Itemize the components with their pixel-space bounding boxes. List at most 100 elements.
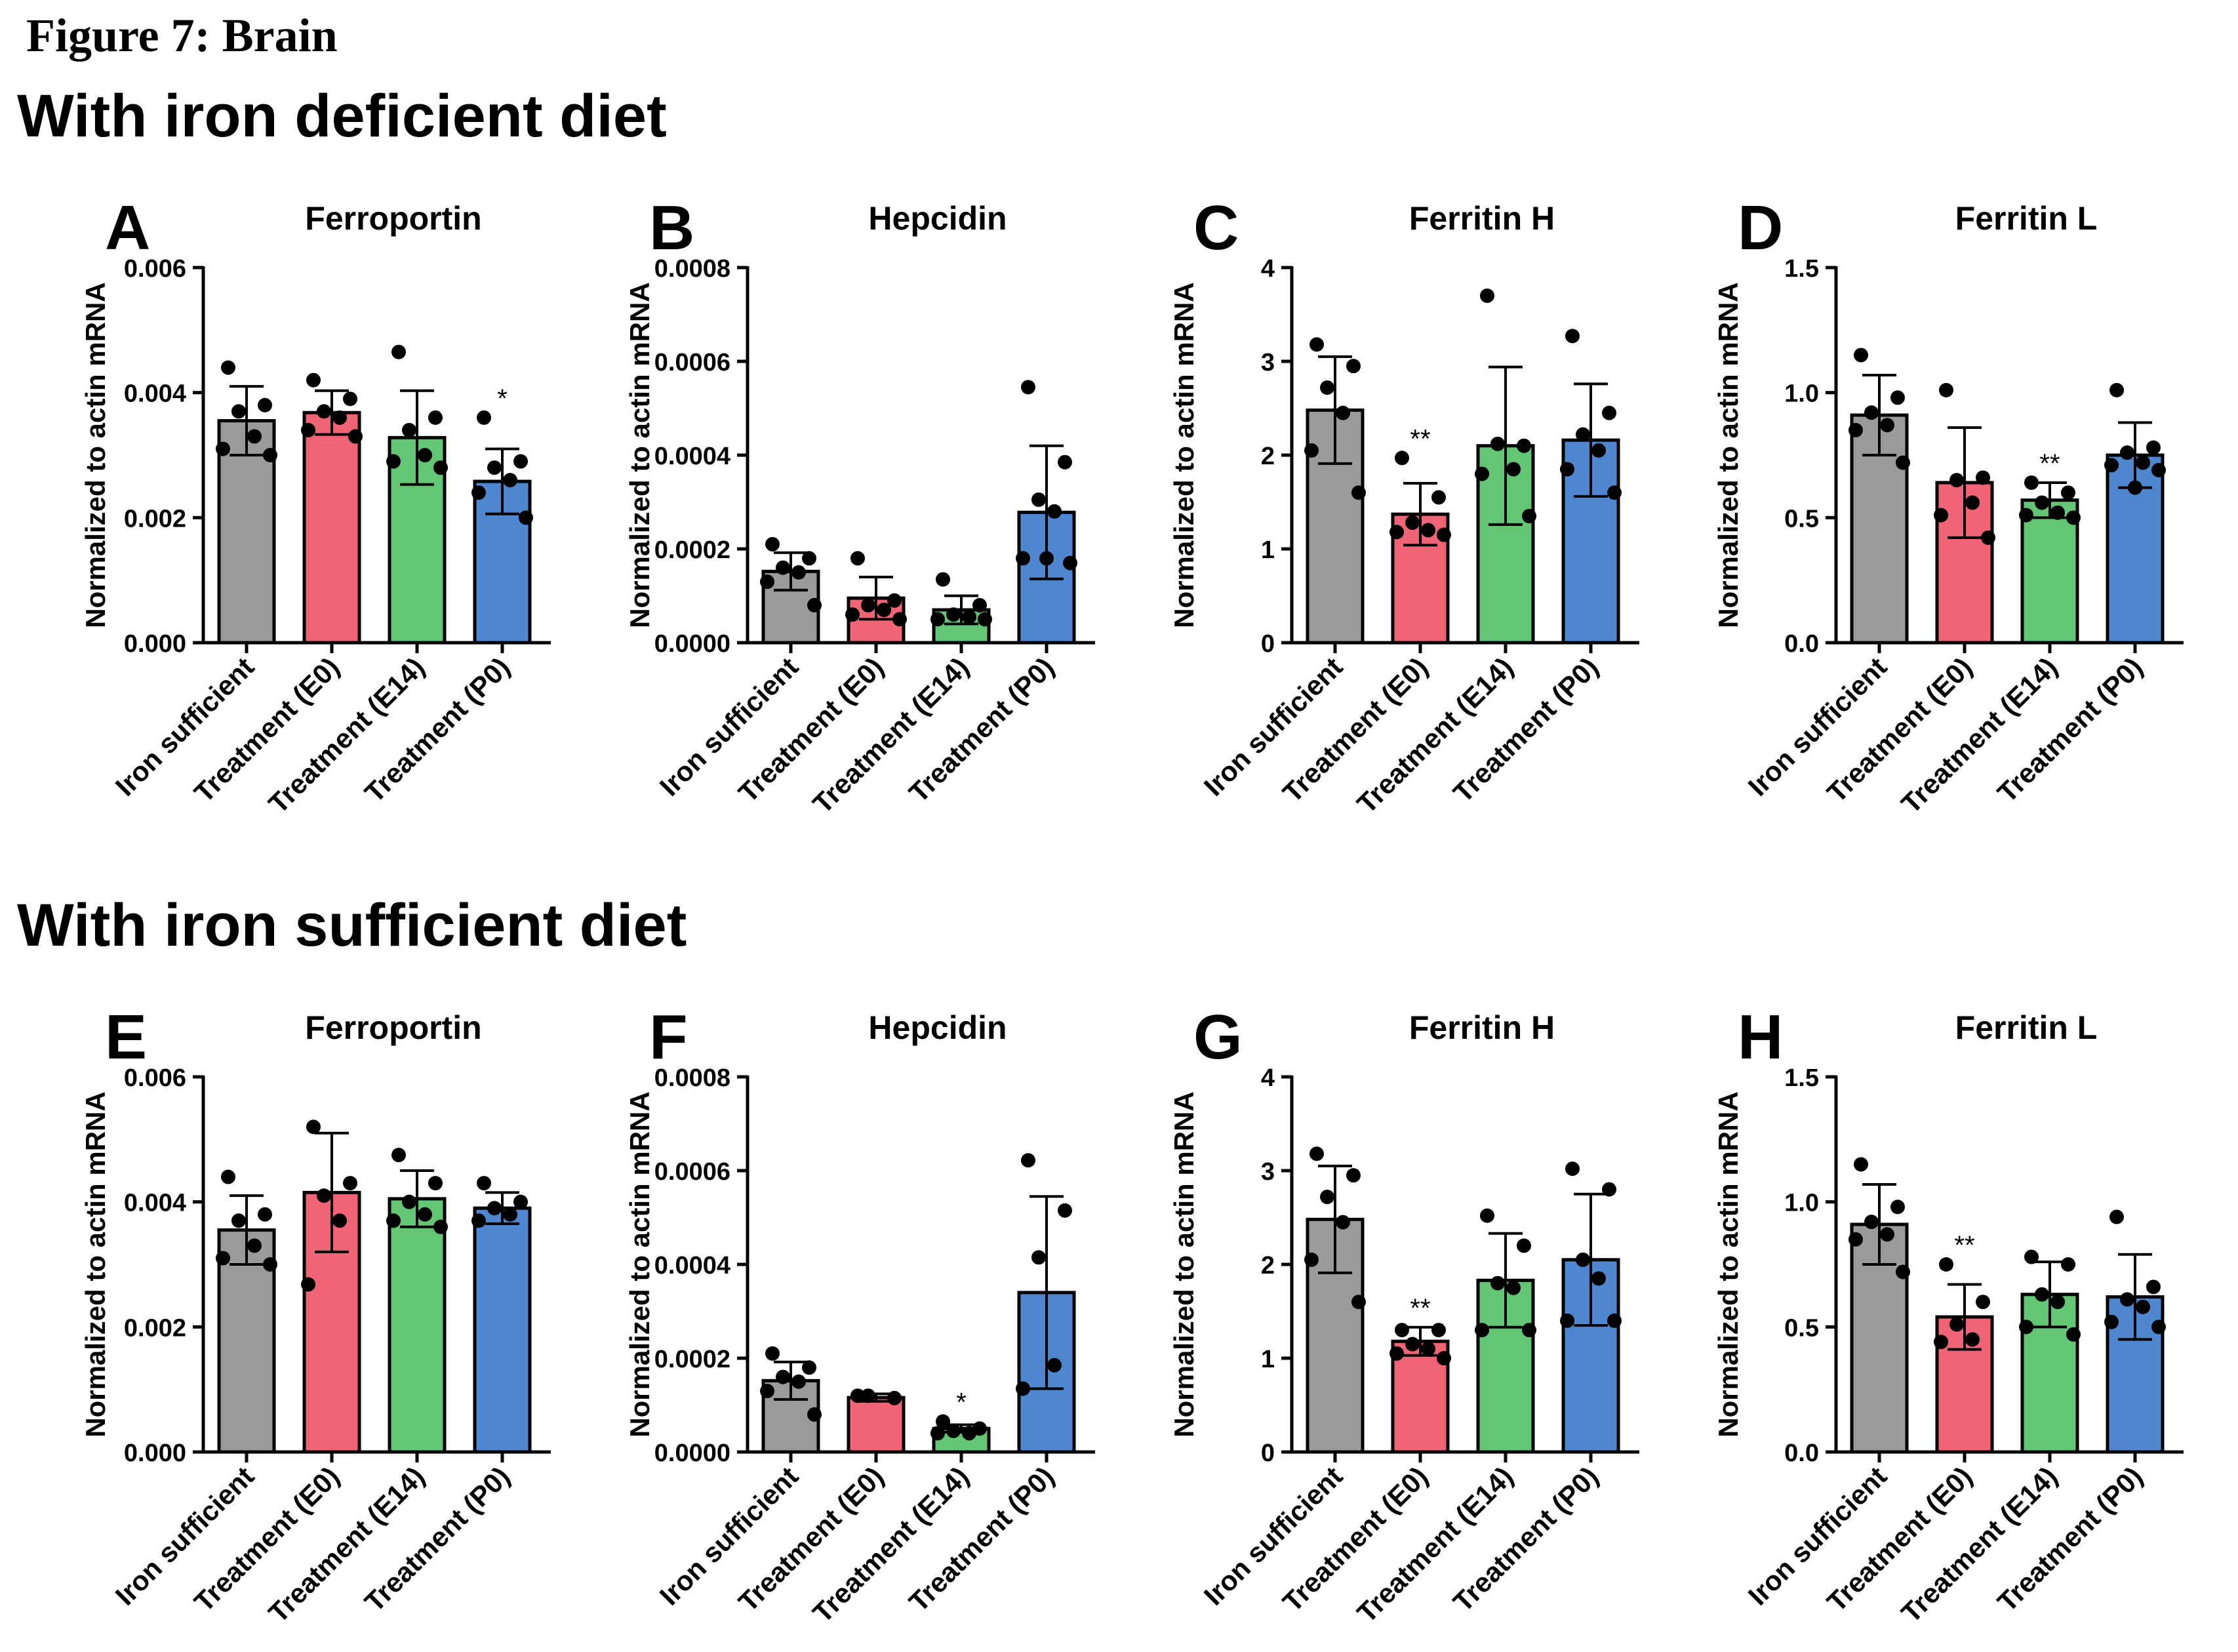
panel-h-point-1-3 — [1864, 1215, 1879, 1230]
panel-h-point-2-1 — [1939, 1257, 1953, 1272]
panel-c-point-3-3 — [1490, 436, 1505, 451]
panel-h-significance-2: ** — [1954, 1231, 1974, 1260]
panel-a-point-3-3 — [402, 422, 416, 437]
section-title-deficient: With iron deficient diet — [17, 83, 667, 150]
panel-d-point-1-2 — [1890, 390, 1905, 405]
panel-a-xtick-label-4: Treatment (P0) — [359, 651, 516, 809]
panel-g-point-4-3 — [1576, 1252, 1590, 1267]
panel-d-point-4-3 — [2120, 445, 2134, 460]
panel-g-point-1-3 — [1320, 1190, 1334, 1205]
panel-a-point-3-4 — [418, 448, 432, 462]
panel-f-ylabel: Normalized to actin mRNA — [624, 1091, 655, 1437]
panel-f-point-1-2 — [802, 1360, 816, 1375]
panel-c-point-4-3 — [1576, 427, 1590, 442]
panel-b-ytick-label-2: 0.0002 — [654, 536, 730, 564]
panel-c-point-4-5 — [1560, 462, 1574, 477]
panel-h-letter: H — [1738, 1002, 1783, 1072]
panel-d-point-1-1 — [1854, 348, 1868, 363]
panel-e-title: Ferroportin — [305, 1009, 481, 1046]
panel-e-point-1-1 — [221, 1169, 235, 1184]
panel-b-ytick-label-5: 0.0008 — [654, 255, 730, 283]
panel-c-point-2-2 — [1431, 490, 1446, 505]
panel-d-point-1-6 — [1896, 455, 1910, 470]
panel-h-title: Ferritin L — [1955, 1009, 2098, 1046]
panel-b-point-4-5 — [1016, 551, 1030, 566]
panel-d-xtick-label-3: Treatment (E14) — [1895, 651, 2063, 819]
panel-c-point-4-6 — [1607, 485, 1622, 500]
panel-f-point-2-3 — [861, 1388, 875, 1403]
panel-g-point-4-1 — [1565, 1161, 1580, 1177]
panel-g-point-3-3 — [1490, 1276, 1505, 1291]
panel-c-point-1-6 — [1351, 485, 1366, 500]
panel-e-point-4-2 — [513, 1194, 528, 1209]
panel-b-point-1-1 — [765, 536, 780, 552]
panel-e-bar-3 — [388, 1197, 447, 1454]
panel-b-point-4-7 — [1039, 551, 1054, 566]
panel-f-point-4-2 — [1058, 1203, 1072, 1218]
panel-d-point-4-4 — [2136, 455, 2150, 470]
panel-h-point-4-6 — [2151, 1320, 2166, 1335]
panel-c-ytick-label-2: 1 — [1261, 536, 1275, 564]
panel-b-point-2-3 — [861, 597, 875, 613]
panel-e-point-3-3 — [402, 1194, 416, 1209]
panel-c-point-3-1 — [1480, 288, 1494, 303]
panel-b-point-2-6 — [892, 612, 907, 627]
panel-h-point-2-3 — [1949, 1317, 1964, 1332]
panel-a-point-4-1 — [477, 410, 491, 425]
panel-a-point-2-3 — [317, 404, 331, 419]
panel-b-xtick-label-4: Treatment (P0) — [903, 651, 1060, 809]
panel-a-ytick-label-3: 0.004 — [124, 380, 186, 408]
panel-h-point-1-6 — [1896, 1264, 1910, 1279]
panel-h-ytick-label-1: 0.0 — [1784, 1440, 1819, 1467]
panel-b-point-3-3 — [946, 607, 961, 622]
panel-g-point-3-6 — [1522, 1323, 1536, 1338]
panel-f-significance-3: * — [956, 1388, 967, 1417]
panel-d-point-3-4 — [2050, 505, 2065, 520]
panel-e-xtick-label-3: Treatment (E14) — [262, 1461, 430, 1628]
panel-d-point-3-3 — [2035, 495, 2049, 510]
panel-d-point-2-1 — [1939, 382, 1953, 397]
panel-g-point-3-4 — [1506, 1280, 1521, 1295]
panel-b-point-2-5 — [845, 607, 860, 622]
panel-a-ylabel: Normalized to actin mRNA — [80, 282, 111, 628]
panel-d-title: Ferritin L — [1955, 200, 2098, 237]
panel-d-point-3-5 — [2019, 508, 2033, 523]
panel-a-point-1-3 — [231, 404, 246, 419]
panel-d-point-2-2 — [1976, 470, 1990, 485]
panel-f-point-1-6 — [807, 1407, 822, 1422]
panel-a-point-2-5 — [301, 422, 315, 437]
panel-c-point-3-6 — [1522, 508, 1536, 523]
panel-c-point-1-4 — [1336, 405, 1350, 420]
panel-f-point-4-1 — [1021, 1153, 1035, 1168]
panel-h-ytick-label-4: 1.5 — [1784, 1064, 1819, 1092]
panel-g-point-2-1 — [1395, 1323, 1409, 1338]
panel-c-point-2-5 — [1389, 525, 1404, 540]
panel-d-ytick-label-1: 0.0 — [1784, 630, 1819, 658]
panel-g-point-1-2 — [1346, 1168, 1361, 1183]
panel-g-point-1-5 — [1304, 1252, 1319, 1267]
panel-e-xtick-label-4: Treatment (P0) — [359, 1461, 516, 1618]
panel-g-ytick-label-5: 4 — [1261, 1064, 1275, 1092]
panel-c-significance-2: ** — [1410, 424, 1430, 453]
panel-f-ytick-label-2: 0.0002 — [654, 1346, 730, 1373]
panel-f-point-1-4 — [791, 1374, 806, 1389]
panel-e-letter: E — [105, 1002, 147, 1072]
panel-b-point-3-5 — [930, 612, 945, 627]
panel-h-point-3-4 — [2050, 1295, 2065, 1310]
panel-d-ytick-label-2: 0.5 — [1784, 505, 1819, 533]
panel-g-title: Ferritin H — [1409, 1009, 1555, 1046]
panel-e-point-1-6 — [263, 1257, 277, 1272]
panel-f-point-1-5 — [760, 1384, 774, 1399]
panel-c-letter: C — [1193, 193, 1239, 263]
panel-d-point-1-5 — [1848, 422, 1863, 437]
panel-g-point-4-6 — [1607, 1313, 1622, 1328]
panel-b-point-3-2 — [972, 597, 987, 613]
panel-h-point-2-2 — [1976, 1295, 1990, 1310]
panel-a-significance-4: * — [497, 384, 508, 413]
panel-g-point-1-1 — [1309, 1146, 1324, 1161]
panel-b-letter: B — [649, 193, 694, 263]
panel-c-point-2-1 — [1395, 451, 1409, 466]
panel-f-point-4-5 — [1016, 1381, 1030, 1396]
panel-a-point-4-5 — [471, 485, 486, 500]
